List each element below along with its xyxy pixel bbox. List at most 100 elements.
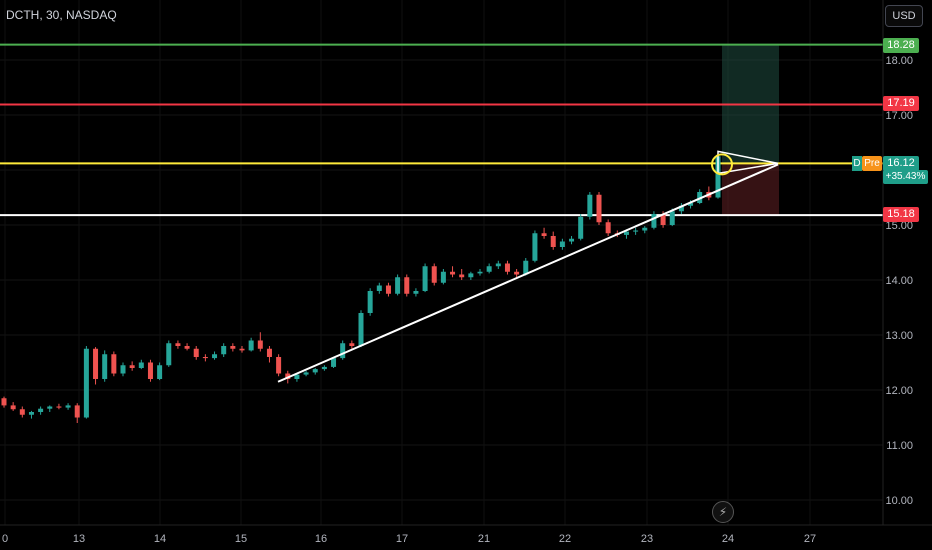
candle-body bbox=[239, 348, 245, 351]
candle-body bbox=[559, 241, 565, 247]
x-tick-label: 23 bbox=[641, 533, 653, 545]
candle bbox=[157, 362, 163, 381]
d-badge: D bbox=[852, 156, 862, 171]
candle-body bbox=[605, 222, 611, 234]
candle bbox=[587, 192, 593, 220]
candle bbox=[202, 354, 208, 362]
y-tick-label: 14.00 bbox=[885, 275, 913, 287]
lightning-bolt-icon[interactable]: ⚡ bbox=[712, 501, 734, 523]
x-tick-label: 24 bbox=[722, 533, 734, 545]
time-axis: 0 13 14 15 16 17 21 22 23 24 27 bbox=[2, 533, 816, 545]
candle bbox=[74, 403, 80, 423]
candle bbox=[477, 269, 483, 276]
candle-body bbox=[459, 274, 465, 278]
candle bbox=[495, 260, 501, 269]
candle-body bbox=[395, 277, 401, 294]
candle-body bbox=[633, 230, 639, 232]
candle bbox=[395, 274, 401, 296]
candle-body bbox=[10, 405, 16, 410]
triangle-drawing bbox=[717, 150, 779, 175]
candle-body bbox=[587, 194, 593, 217]
candle-body bbox=[688, 203, 694, 206]
symbol-title[interactable]: DCTH, 30, NASDAQ bbox=[6, 8, 117, 22]
candle bbox=[175, 340, 181, 349]
candle bbox=[504, 260, 510, 275]
candle bbox=[19, 406, 25, 418]
candle bbox=[111, 351, 117, 377]
candle bbox=[468, 271, 474, 280]
candle-body bbox=[596, 194, 602, 223]
candle-body bbox=[321, 366, 327, 370]
candle bbox=[276, 354, 282, 377]
candle-body bbox=[120, 365, 126, 374]
candle bbox=[431, 263, 437, 286]
candle-body bbox=[523, 260, 529, 275]
candle-body bbox=[651, 214, 657, 228]
candle bbox=[47, 405, 53, 412]
candle bbox=[1, 396, 7, 408]
candle bbox=[239, 346, 245, 353]
candle-body bbox=[111, 354, 117, 374]
candle-body bbox=[468, 273, 474, 278]
candle-body bbox=[541, 233, 547, 236]
candle-body bbox=[623, 231, 629, 235]
premarket-badge: Pre bbox=[862, 156, 882, 171]
candle-body bbox=[193, 348, 199, 357]
candle-body bbox=[102, 354, 108, 379]
candle bbox=[221, 343, 227, 357]
candle-body bbox=[495, 263, 501, 267]
candle bbox=[102, 350, 108, 382]
currency-button[interactable]: USD bbox=[885, 5, 923, 27]
candle bbox=[184, 343, 190, 351]
candle-body bbox=[74, 405, 80, 418]
candle-body bbox=[83, 348, 89, 418]
candle bbox=[120, 362, 126, 377]
candle bbox=[10, 402, 16, 411]
candle bbox=[312, 368, 318, 375]
x-tick-label: 15 bbox=[235, 533, 247, 545]
candle-body bbox=[477, 271, 483, 274]
candle-body bbox=[376, 285, 382, 291]
candle-body bbox=[669, 211, 675, 225]
candle-body bbox=[257, 340, 263, 349]
candle bbox=[340, 340, 346, 360]
candle-body bbox=[715, 156, 721, 198]
candle bbox=[129, 361, 135, 371]
candle bbox=[83, 346, 89, 419]
candle bbox=[440, 269, 446, 285]
candle-body bbox=[413, 291, 419, 294]
x-tick-label: 22 bbox=[559, 533, 571, 545]
candle-body bbox=[285, 373, 291, 379]
candle-body bbox=[504, 263, 510, 272]
price-tag-target: 18.28 bbox=[883, 38, 919, 53]
candle bbox=[147, 359, 153, 382]
candle-body bbox=[129, 365, 135, 368]
candle-body bbox=[514, 271, 520, 275]
candle bbox=[257, 332, 263, 352]
candle-body bbox=[157, 365, 163, 379]
candle bbox=[331, 357, 337, 368]
change-percent-tag: +35.43% bbox=[883, 170, 928, 184]
x-tick-label: 16 bbox=[315, 533, 327, 545]
candle-body bbox=[312, 369, 318, 373]
candle bbox=[605, 219, 611, 236]
price-tag-support: 15.18 bbox=[883, 207, 919, 222]
candle bbox=[248, 337, 254, 352]
candle-body bbox=[450, 271, 456, 275]
position-loss-zone bbox=[722, 163, 779, 216]
candle bbox=[651, 211, 657, 230]
candle bbox=[138, 359, 144, 370]
candle bbox=[385, 282, 391, 297]
candle bbox=[349, 340, 355, 349]
candle-body bbox=[431, 266, 437, 283]
candle-body bbox=[367, 291, 373, 313]
candle-body bbox=[221, 346, 227, 355]
candle-body bbox=[166, 343, 172, 366]
candle bbox=[56, 403, 62, 410]
candle bbox=[633, 227, 639, 235]
candle bbox=[404, 274, 410, 297]
candle-body bbox=[642, 227, 648, 231]
x-tick-label: 27 bbox=[804, 533, 816, 545]
